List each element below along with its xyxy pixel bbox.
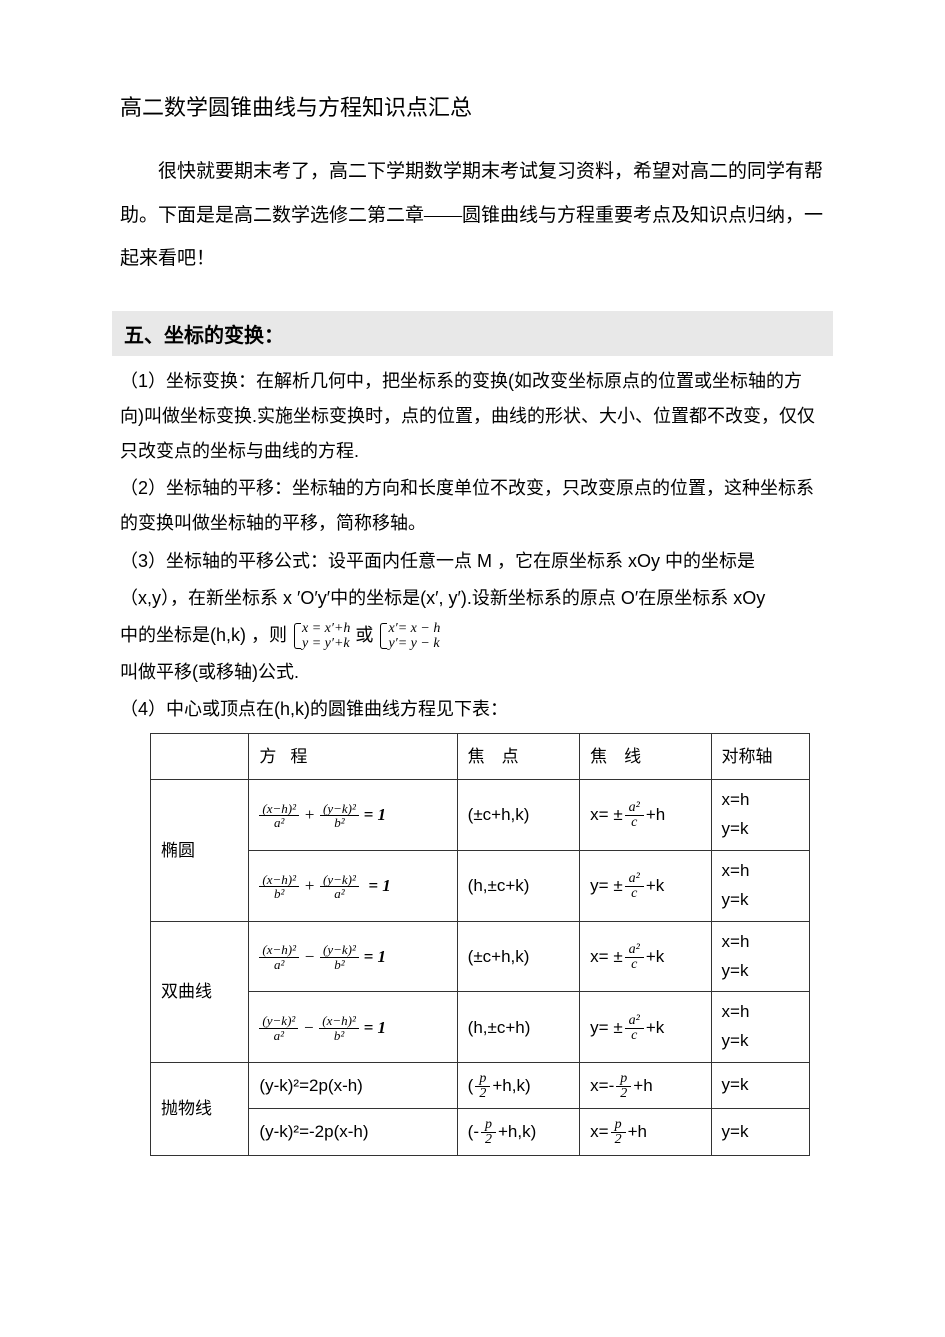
axis-cell: y=k (711, 1063, 809, 1109)
focus-cell: (h,±c+k) (457, 850, 580, 921)
table-header-row: 方程 焦 点 焦 线 对称轴 (151, 734, 810, 780)
fraction: (y−k)²a² (320, 873, 359, 901)
system-equation-1: x = x′+h y = y′+k (292, 621, 350, 652)
axis-cell: x=hy=k (711, 780, 809, 851)
axis-cell: x=hy=k (711, 992, 809, 1063)
fraction: p2 (475, 1072, 490, 1101)
fraction: p2 (611, 1118, 626, 1147)
paragraph-4: （4）中心或顶点在(h,k)的圆锥曲线方程见下表： (120, 692, 825, 727)
sys2-row2: y′= y − k (388, 636, 440, 651)
fraction: (y−k)²a² (259, 1014, 298, 1042)
p3c-or: 或 (355, 625, 378, 645)
content-block: （1）坐标变换：在解析几何中，把坐标系的变换(如改变坐标原点的位置或坐标轴的方向… (120, 364, 825, 1155)
directrix-cell: y= ±a²c+k (580, 992, 711, 1063)
fraction: a²c (625, 1014, 644, 1043)
section-header: 五、坐标的变换： (124, 325, 284, 347)
directrix-cell: y= ±a²c+k (580, 850, 711, 921)
table-row: 椭圆 (x−h)²a² + (y−k)²b² = 1 (±c+h,k) x= ±… (151, 780, 810, 851)
axis-cell: x=hy=k (711, 921, 809, 992)
section-header-bar: 五、坐标的变换： (112, 311, 833, 356)
eq-cell: (x−h)²a² − (y−k)²b² = 1 (249, 921, 457, 992)
focus-cell: (h,±c+h) (457, 992, 580, 1063)
axis-cell: y=k (711, 1109, 809, 1155)
fraction: (x−h)²b² (319, 1014, 359, 1042)
fraction: (y−k)²b² (320, 943, 359, 971)
directrix-cell: x=p2+h (580, 1109, 711, 1155)
group-name-hyperbola: 双曲线 (151, 921, 249, 1063)
paragraph-2: （2）坐标轴的平移：坐标轴的方向和长度单位不改变，只改变原点的位置，这种坐标系的… (120, 471, 825, 541)
fraction: a²c (625, 872, 644, 901)
fraction: a²c (625, 943, 644, 972)
paragraph-3d: 叫做平移(或移轴)公式. (120, 655, 825, 690)
eq-cell: (x−h)²a² + (y−k)²b² = 1 (249, 780, 457, 851)
axis-cell: x=hy=k (711, 850, 809, 921)
paragraph-3c: 中的坐标是(h,k) ，则 x = x′+h y = y′+k 或 x′= x … (120, 618, 825, 653)
sys1-row2: y = y′+k (302, 636, 350, 651)
conic-table: 方程 焦 点 焦 线 对称轴 椭圆 (x−h)²a² + (y−k)²b² = … (150, 733, 810, 1156)
document-title: 高二数学圆锥曲线与方程知识点汇总 (120, 90, 825, 122)
sys1-row1: x = x′+h (302, 621, 350, 636)
focus-cell: (-p2+h,k) (457, 1109, 580, 1155)
focus-cell: (±c+h,k) (457, 780, 580, 851)
eq-cell: (y-k)²=2p(x-h) (249, 1063, 457, 1109)
directrix-cell: x=-p2+h (580, 1063, 711, 1109)
table-row: (y−k)²a² − (x−h)²b² = 1 (h,±c+h) y= ±a²c… (151, 992, 810, 1063)
table-row: 双曲线 (x−h)²a² − (y−k)²b² = 1 (±c+h,k) x= … (151, 921, 810, 992)
paragraph-3a: （3）坐标轴的平移公式：设平面内任意一点 M ，它在原坐标系 xOy 中的坐标是 (120, 544, 825, 579)
focus-cell: (±c+h,k) (457, 921, 580, 992)
table-row: (x−h)²b² + (y−k)²a² = 1 (h,±c+k) y= ±a²c… (151, 850, 810, 921)
th-focus: 焦 点 (457, 734, 580, 780)
th-blank (151, 734, 249, 780)
fraction: p2 (616, 1072, 631, 1101)
directrix-cell: x= ±a²c+k (580, 921, 711, 992)
paragraph-3b: （x,y），在新坐标系 x ′O′y′中的坐标是(x′, y′).设新坐标系的原… (120, 581, 825, 616)
fraction: (x−h)²b² (259, 873, 299, 901)
group-name-parabola: 抛物线 (151, 1063, 249, 1155)
p3c-pre: 中的坐标是(h,k) ，则 (120, 625, 292, 645)
fraction: p2 (481, 1118, 496, 1147)
fraction: (y−k)²b² (320, 802, 359, 830)
eq-cell: (x−h)²b² + (y−k)²a² = 1 (249, 850, 457, 921)
eq-cell: (y−k)²a² − (x−h)²b² = 1 (249, 992, 457, 1063)
th-equation: 方程 (249, 734, 457, 780)
fraction: (x−h)²a² (259, 802, 299, 830)
th-directrix: 焦 线 (580, 734, 711, 780)
eq-cell: (y-k)²=-2p(x-h) (249, 1109, 457, 1155)
directrix-cell: x= ±a²c+h (580, 780, 711, 851)
intro-paragraph: 很快就要期末考了，高二下学期数学期末考试复习资料，希望对高二的同学有帮助。下面是… (120, 150, 825, 281)
fraction: a²c (625, 801, 644, 830)
system-equation-2: x′= x − h y′= y − k (378, 621, 440, 652)
sys2-row1: x′= x − h (388, 621, 440, 636)
table-row: (y-k)²=-2p(x-h) (-p2+h,k) x=p2+h y=k (151, 1109, 810, 1155)
focus-cell: (p2+h,k) (457, 1063, 580, 1109)
table-row: 抛物线 (y-k)²=2p(x-h) (p2+h,k) x=-p2+h y=k (151, 1063, 810, 1109)
paragraph-1: （1）坐标变换：在解析几何中，把坐标系的变换(如改变坐标原点的位置或坐标轴的方向… (120, 364, 825, 469)
fraction: (x−h)²a² (259, 943, 299, 971)
group-name-ellipse: 椭圆 (151, 780, 249, 922)
th-axis: 对称轴 (711, 734, 809, 780)
